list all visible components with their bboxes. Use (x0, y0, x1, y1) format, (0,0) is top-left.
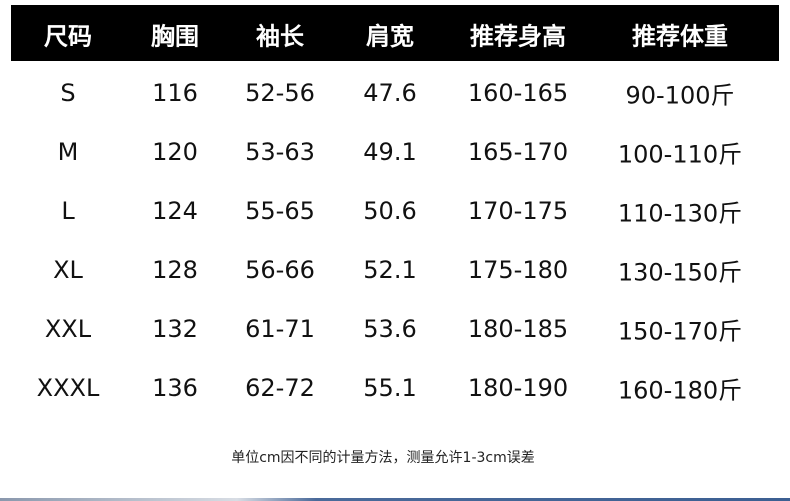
table-cell: 55.1 (363, 374, 417, 402)
column-header: 推荐身高 (470, 22, 566, 51)
table-cell: XL (53, 256, 83, 284)
table-cell: 53.6 (363, 315, 417, 343)
bottom-divider (0, 498, 790, 501)
table-cell: 110-130斤 (617, 199, 743, 228)
table-cell: 170-175 (467, 197, 569, 225)
table-cell: 160-180斤 (617, 376, 743, 405)
column-header: 肩宽 (366, 22, 414, 51)
column-header: 尺码 (44, 22, 92, 51)
table-cell: 175-180 (467, 256, 569, 284)
table-cell: 120 (152, 138, 198, 166)
measurement-note: 单位cm因不同的计量方法，测量允许1-3cm误差 (231, 450, 535, 466)
table-cell: 49.1 (363, 138, 417, 166)
table-cell: 53-63 (245, 138, 315, 166)
table-cell: 132 (152, 315, 198, 343)
table-cell: 47.6 (363, 79, 417, 107)
table-cell: 116 (152, 79, 198, 107)
table-cell: 90-100斤 (625, 81, 735, 110)
table-cell: 150-170斤 (617, 317, 743, 346)
table-cell: M (57, 138, 79, 166)
table-cell: 136 (152, 374, 198, 402)
table-cell: 55-65 (245, 197, 315, 225)
table-cell: 124 (152, 197, 198, 225)
table-cell: 61-71 (245, 315, 315, 343)
table-header (11, 5, 779, 61)
table-cell: 52.1 (363, 256, 417, 284)
table-cell: L (61, 197, 75, 225)
table-cell: 180-190 (467, 374, 569, 402)
table-cell: 160-165 (467, 79, 569, 107)
table-cell: 128 (152, 256, 198, 284)
column-header: 推荐体重 (632, 22, 728, 51)
column-header: 袖长 (256, 22, 304, 51)
column-header: 胸围 (151, 22, 199, 51)
table-cell: S (60, 79, 76, 107)
table-cell: 180-185 (467, 315, 569, 343)
table-cell: 50.6 (363, 197, 417, 225)
table-cell: XXXL (36, 374, 100, 402)
table-cell: 62-72 (245, 374, 315, 402)
table-cell: 165-170 (467, 138, 569, 166)
table-cell: 100-110斤 (617, 140, 743, 169)
table-cell: 52-56 (245, 79, 315, 107)
table-cell: 130-150斤 (617, 258, 743, 287)
table-cell: XXL (44, 315, 92, 343)
table-cell: 56-66 (245, 256, 315, 284)
